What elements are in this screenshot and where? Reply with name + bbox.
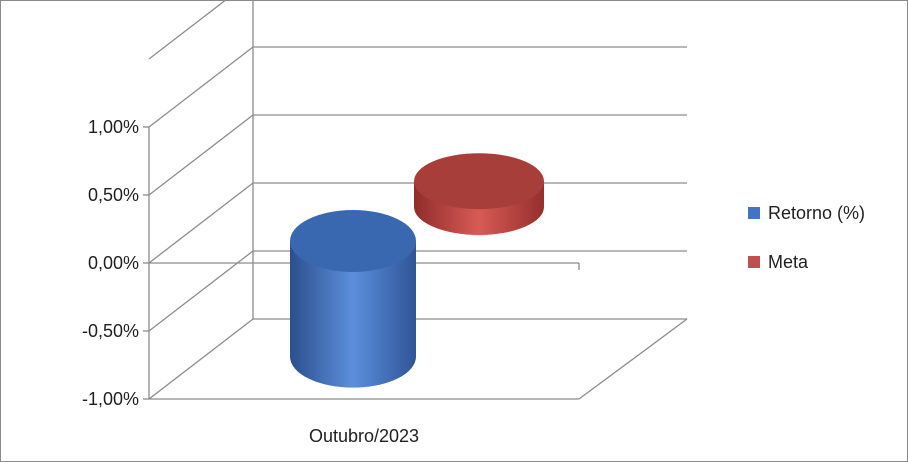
floor-right-edge xyxy=(578,318,688,400)
y-tick-label: -0,50% xyxy=(82,321,139,341)
legend-item: Meta xyxy=(748,252,809,272)
gridline-diagonal xyxy=(148,46,254,128)
gridline-diagonal xyxy=(148,182,254,264)
bar-retorno-cap xyxy=(290,210,416,272)
bar-retorno xyxy=(290,210,416,388)
bar-meta xyxy=(414,153,544,235)
bar-retorno-body xyxy=(290,241,416,388)
y-tick-labels: -1,00% -0,50% 0,00% 0,50% 1,00% xyxy=(82,117,149,409)
x-tick-labels: Outubro/2023 xyxy=(309,426,419,446)
legend-label: Retorno (%) xyxy=(768,203,865,223)
gridline-diagonal xyxy=(148,318,254,400)
legend-item: Retorno (%) xyxy=(748,203,865,223)
legend-label: Meta xyxy=(768,252,809,272)
gridline-diagonal xyxy=(148,1,226,60)
legend-swatch xyxy=(748,207,760,219)
y-tick-label: 1,00% xyxy=(88,117,139,137)
x-tick-label: Outubro/2023 xyxy=(309,426,419,446)
legend-swatch xyxy=(748,256,760,268)
gridline-diagonal xyxy=(148,114,254,196)
y-tick-label: 0,50% xyxy=(88,185,139,205)
bars xyxy=(290,153,544,388)
bar-meta-cap xyxy=(414,153,544,210)
legend: Retorno (%) Meta xyxy=(748,203,865,272)
y-tick-label: -1,00% xyxy=(82,389,139,409)
gridline-diagonal xyxy=(148,250,254,332)
y-tick-label: 0,00% xyxy=(88,253,139,273)
